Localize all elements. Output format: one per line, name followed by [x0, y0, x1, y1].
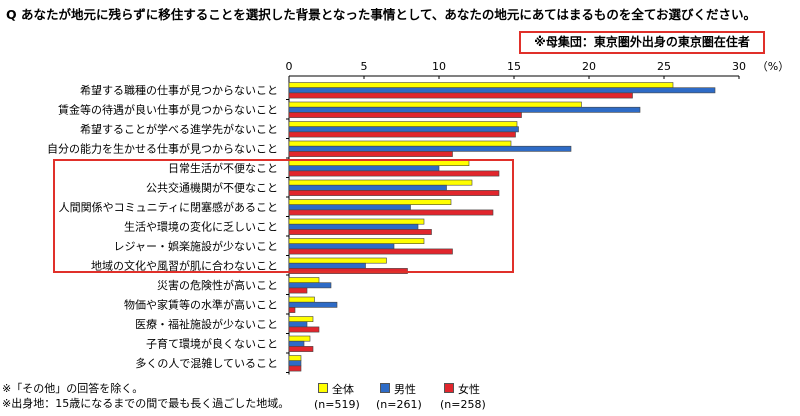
bar-female — [288, 287, 308, 294]
x-tick-label: 30 — [732, 60, 746, 73]
category-label: 賃金等の待遇が良い仕事が見つからないこと — [58, 102, 278, 116]
bar-female — [288, 248, 453, 255]
bar-all — [288, 316, 314, 322]
bar-all — [288, 121, 518, 127]
category-label: 医療・福祉施設が少ないこと — [135, 317, 278, 331]
legend-n-female: (n=258) — [440, 398, 486, 411]
bar-female — [288, 326, 320, 333]
bar-female — [288, 170, 500, 177]
category-label: 希望することが学べる進学先がないこと — [80, 122, 278, 136]
bar-male — [288, 87, 716, 94]
footnote-origin: ※出身地：15歳になるまでの間で最も長く過ごした地域。 — [2, 397, 290, 410]
bar-male — [288, 106, 641, 113]
x-tick-label: 10 — [432, 60, 446, 73]
legend-item-all: 全体 (n=519) — [314, 382, 360, 412]
bar-female — [288, 190, 500, 196]
bar-all — [288, 82, 674, 88]
category-label: 人間関係やコミュニティに閉塞感があること — [59, 200, 278, 214]
bar-all — [288, 296, 315, 303]
category-label: 物価や家賃等の水準が高いこと — [124, 297, 278, 311]
bar-all — [288, 277, 320, 283]
legend-n-all: (n=519) — [314, 398, 360, 411]
x-tick-label: 20 — [582, 60, 596, 73]
bar-female — [288, 92, 633, 99]
bar-all — [288, 101, 582, 108]
category-label: 災害の危険性が高いこと — [157, 278, 278, 292]
bar-female — [288, 229, 432, 235]
population-note-box: ※母集団：東京圏外出身の東京圏在住者 — [519, 31, 765, 54]
x-unit-label: （%） — [757, 60, 789, 73]
bar-all — [288, 355, 302, 361]
category-label: 多くの人で混雑していること — [135, 356, 278, 370]
legend-label-all: 全体 — [332, 383, 354, 396]
question-text: Q あなたが地元に残らずに移住することを選択した背景となった事情として、あなたの… — [6, 7, 756, 22]
legend-label-male: 男性 — [394, 383, 416, 396]
x-tick-label: 15 — [507, 60, 521, 73]
bar-male — [288, 282, 332, 289]
bar-male — [288, 321, 308, 328]
category-label: 地域の文化や風習が肌に合わないこと — [91, 258, 278, 272]
x-tick-label: 0 — [286, 60, 293, 73]
bar-male — [288, 126, 519, 133]
category-label: レジャー・娯楽施設が少ないこと — [114, 239, 278, 253]
legend-label-female: 女性 — [458, 383, 480, 396]
bar-female — [288, 365, 302, 372]
bar-chart: 0 5 10 15 20 25 30 （%） 希望する職種の仕事が見つからないこと賃金等の待遇が… — [47, 60, 789, 375]
bar-female — [288, 151, 453, 157]
bar-female — [288, 131, 516, 138]
bar-female — [288, 268, 408, 274]
category-label: 公共交通機関が不便なこと — [146, 180, 278, 194]
bar-male — [288, 360, 302, 367]
bar-female — [288, 307, 296, 313]
x-tick-label: 5 — [361, 60, 368, 73]
category-label: 日常生活が不便なこと — [168, 161, 278, 175]
x-tick-label: 25 — [657, 60, 671, 73]
legend-item-female: 女性 (n=258) — [440, 382, 486, 412]
legend-swatch-all — [318, 383, 328, 393]
highlight-frame — [53, 159, 514, 273]
category-label: 子育て環境が良くないこと — [146, 336, 278, 350]
bar-female — [288, 112, 522, 118]
bar-male — [288, 145, 572, 152]
legend-n-male: (n=261) — [376, 398, 422, 411]
legend-item-male: 男性 (n=261) — [376, 382, 422, 412]
bar-all — [288, 140, 512, 147]
bar-female — [288, 346, 314, 352]
footnote-exclusion: ※「その他」の回答を除く。 — [2, 382, 144, 395]
category-label: 希望する職種の仕事が見つからないこと — [80, 83, 278, 97]
footnotes: ※「その他」の回答を除く。 ※出身地：15歳になるまでの間で最も長く過ごした地域… — [2, 381, 289, 411]
legend-swatch-male — [380, 383, 390, 393]
category-label: 自分の能力を生かせる仕事が見つからないこと — [47, 141, 278, 155]
legend-swatch-female — [444, 383, 454, 393]
bar-male — [288, 301, 338, 308]
category-label: 生活や環境の変化に乏しいこと — [124, 219, 278, 233]
bar-all — [288, 335, 311, 342]
bar-female — [288, 209, 494, 216]
bar-male — [288, 340, 305, 347]
